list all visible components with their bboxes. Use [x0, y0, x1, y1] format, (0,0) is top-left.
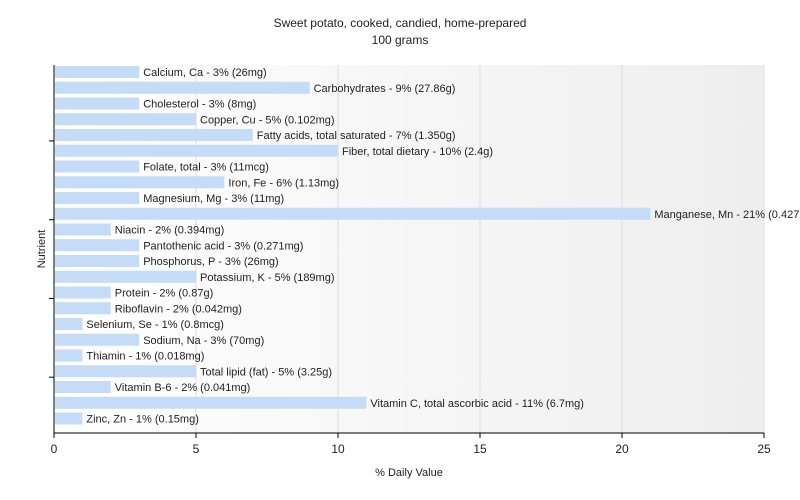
bar[interactable] — [55, 129, 253, 141]
bar[interactable] — [55, 66, 140, 78]
bar-label: Folate, total - 3% (11mcg) — [143, 162, 269, 174]
bar-label: Zinc, Zn - 1% (0.15mg) — [86, 414, 198, 426]
bar[interactable] — [55, 113, 196, 126]
bar[interactable] — [55, 270, 196, 283]
x-tick-label: 5 — [193, 442, 200, 456]
bar-label: Protein - 2% (0.87g) — [115, 288, 213, 300]
bar[interactable] — [55, 97, 140, 110]
bar-label: Total lipid (fat) - 5% (3.25g) — [200, 366, 332, 378]
x-tick-label: 15 — [473, 442, 487, 456]
bar[interactable] — [55, 176, 225, 189]
bar-label: Calcium, Ca - 3% (26mg) — [143, 67, 266, 79]
bar[interactable] — [55, 160, 140, 173]
bar[interactable] — [55, 239, 140, 252]
bar[interactable] — [55, 333, 140, 346]
bar-label: Copper, Cu - 5% (0.102mg) — [200, 114, 335, 126]
axes-group — [49, 65, 764, 434]
chart-subtitle: 100 grams — [372, 33, 429, 47]
bar[interactable] — [55, 207, 651, 220]
bar[interactable] — [55, 396, 367, 409]
bar-label: Riboflavin - 2% (0.042mg) — [115, 303, 242, 315]
bar-label: Fatty acids, total saturated - 7% (1.350… — [257, 130, 456, 142]
bar-label: Thiamin - 1% (0.018mg) — [86, 351, 204, 363]
bar[interactable] — [55, 81, 310, 94]
bar-label: Fiber, total dietary - 10% (2.4g) — [342, 146, 493, 158]
x-tick-label: 10 — [331, 442, 345, 456]
bar-label: Pantothenic acid - 3% (0.271mg) — [143, 240, 303, 252]
bar[interactable] — [55, 412, 83, 425]
bar-label: Magnesium, Mg - 3% (11mg) — [143, 193, 284, 205]
bar-label: Niacin - 2% (0.394mg) — [115, 225, 224, 237]
bar-label: Cholesterol - 3% (8mg) — [143, 99, 256, 111]
bar[interactable] — [55, 223, 111, 236]
bar-label: Manganese, Mn - 21% (0.427mg) — [654, 209, 800, 221]
bar-label: Carbohydrates - 9% (27.86g) — [314, 83, 456, 95]
bar[interactable] — [55, 144, 338, 157]
bar[interactable] — [55, 318, 83, 330]
bar[interactable] — [55, 365, 196, 378]
x-axis-label: % Daily Value — [375, 467, 443, 479]
chart-title: Sweet potato, cooked, candied, home-prep… — [274, 16, 527, 30]
bar[interactable] — [55, 255, 140, 267]
bar[interactable] — [55, 192, 140, 204]
bar-label: Vitamin B-6 - 2% (0.041mg) — [115, 382, 251, 394]
bar-label: Vitamin C, total ascorbic acid - 11% (6.… — [370, 398, 584, 410]
x-tick-label: 0 — [51, 442, 58, 456]
bar-label: Selenium, Se - 1% (0.8mcg) — [86, 319, 224, 331]
bar-label: Iron, Fe - 6% (1.13mg) — [228, 177, 339, 189]
x-tick-label: 20 — [615, 442, 629, 456]
bar-label: Potassium, K - 5% (189mg) — [200, 272, 335, 284]
bar[interactable] — [55, 381, 111, 393]
x-ticks-group: 0 5 10 15 20 25 — [51, 433, 771, 456]
bar[interactable] — [55, 286, 111, 299]
bar-label: Phosphorus, P - 3% (26mg) — [143, 256, 279, 268]
y-axis-label: Nutrient — [36, 230, 48, 269]
bar[interactable] — [55, 302, 111, 315]
bars-group: Calcium, Ca - 3% (26mg) Carbohydrates - 9… — [55, 66, 800, 426]
bar[interactable] — [55, 349, 83, 362]
x-tick-label: 25 — [757, 442, 771, 456]
bar-label: Sodium, Na - 3% (70mg) — [143, 335, 264, 347]
